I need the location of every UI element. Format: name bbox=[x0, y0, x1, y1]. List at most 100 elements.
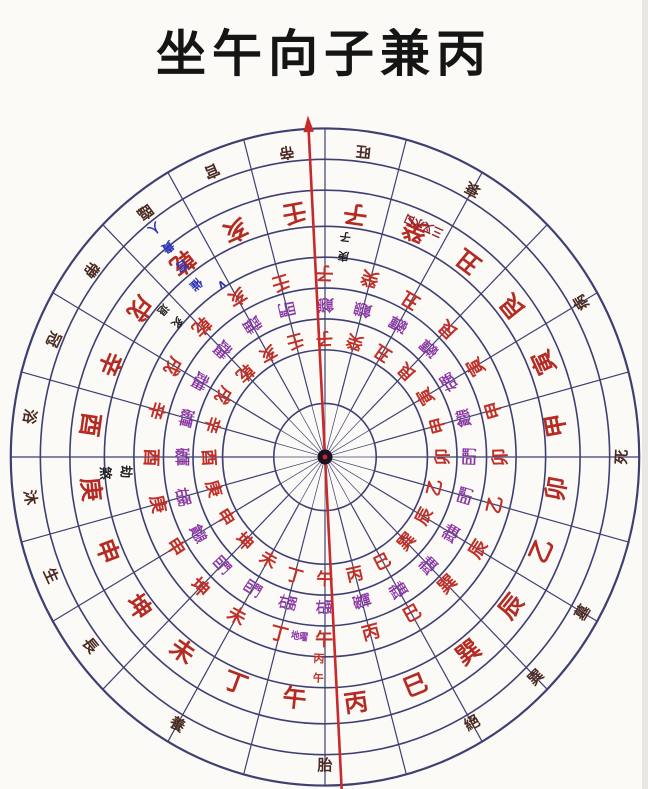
mountain-outer-label: 丙 bbox=[360, 620, 382, 644]
stage-label: 生 bbox=[40, 565, 63, 586]
mountain-outer-label: 癸 bbox=[357, 266, 382, 292]
star-label: 巨門 bbox=[276, 299, 297, 319]
sector-spoke bbox=[337, 508, 407, 775]
needle bbox=[307, 125, 343, 789]
sector-spoke bbox=[350, 503, 483, 742]
mountain-heaven-label: 卯 bbox=[542, 475, 573, 503]
mountain-inner-label: 丙 bbox=[344, 564, 365, 586]
star-label: 貪狼 bbox=[316, 296, 335, 314]
hub-spoke bbox=[275, 457, 323, 472]
mountain-outer-label: 寅 bbox=[462, 354, 489, 380]
star-label: 破軍 bbox=[386, 312, 410, 337]
sector-spoke bbox=[374, 470, 629, 543]
stage-label: 旺 bbox=[355, 142, 372, 160]
star-label: 巨門 bbox=[455, 485, 476, 507]
sector-spoke bbox=[52, 292, 281, 431]
hub-spoke bbox=[311, 405, 325, 455]
mountain-outer-label: 卯 bbox=[490, 448, 511, 467]
mountain-inner-label: 壬 bbox=[285, 329, 306, 352]
annotation-label: 午 bbox=[313, 671, 324, 685]
hub-spoke bbox=[311, 459, 325, 509]
hub-spoke bbox=[275, 442, 323, 457]
annotation-label: 丙 bbox=[313, 652, 325, 665]
hub-spoke bbox=[326, 418, 362, 456]
hub-spoke bbox=[327, 457, 375, 472]
sector-spoke bbox=[337, 139, 407, 406]
star-label: 貪狼 bbox=[453, 407, 475, 430]
mountain-inner-label: 丑 bbox=[370, 340, 395, 365]
hub-spoke bbox=[326, 459, 351, 504]
annotation-label: 庚 bbox=[337, 249, 350, 264]
star-label: 破軍 bbox=[173, 448, 191, 466]
annotation-label: 煞 bbox=[98, 465, 113, 480]
sector-spoke bbox=[243, 139, 313, 406]
mountain-heaven-label: 丑 bbox=[452, 243, 487, 278]
mountain-heaven-label: 子 bbox=[342, 198, 369, 227]
stage-label: 胎 bbox=[317, 756, 332, 774]
mountain-inner-label: 辛 bbox=[200, 414, 224, 436]
mountain-heaven-label: 坤 bbox=[120, 589, 156, 624]
star-label: 右弼 bbox=[436, 370, 462, 396]
stage-label: 絕 bbox=[461, 712, 483, 735]
star-label: 巨門 bbox=[240, 577, 264, 601]
stage-label: 帝 bbox=[278, 142, 295, 162]
star-label: 貪狼 bbox=[351, 299, 374, 321]
sector-spoke bbox=[360, 224, 548, 420]
hub-spoke bbox=[325, 405, 339, 455]
mountain-heaven-label: 庚 bbox=[76, 476, 106, 503]
mountain-heaven-label: 辰 bbox=[494, 590, 529, 625]
sector-spoke bbox=[102, 224, 290, 420]
hub-spoke bbox=[280, 429, 323, 456]
mountain-heaven-label: 戌 bbox=[121, 290, 157, 325]
page-title: 坐午向子兼丙 bbox=[156, 26, 492, 82]
stage-label: 官 bbox=[201, 160, 222, 182]
sector-spoke bbox=[52, 483, 281, 622]
mountain-outer-label: 午 bbox=[315, 628, 333, 649]
star-label: 巨門 bbox=[461, 448, 479, 467]
annotation-label: 人 bbox=[144, 219, 163, 239]
star-label: 破軍 bbox=[351, 590, 373, 613]
sector-spoke bbox=[350, 172, 483, 411]
mountain-heaven-label: 未 bbox=[164, 634, 199, 670]
sector-spoke bbox=[167, 503, 300, 742]
star-label: 武曲 bbox=[386, 578, 411, 603]
mountain-heaven-label: 辛 bbox=[92, 347, 127, 380]
mountain-inner-label: 癸 bbox=[343, 330, 367, 355]
hub-spoke bbox=[325, 459, 339, 509]
sector-spoke bbox=[360, 494, 548, 690]
mountain-outer-label: 申 bbox=[162, 534, 189, 561]
annotation-label: 子 bbox=[339, 229, 351, 243]
annotation-label: 地曜 bbox=[290, 629, 309, 644]
mountain-heaven-label: 甲 bbox=[542, 411, 572, 439]
star-label: 右弼 bbox=[315, 598, 335, 617]
star-label: 破軍 bbox=[176, 407, 198, 429]
stage-label: 沐 bbox=[20, 489, 41, 508]
star-label: 貪狼 bbox=[186, 521, 211, 547]
mountain-outer-label: 甲 bbox=[481, 399, 505, 422]
mountain-inner-label: 卯 bbox=[433, 448, 452, 465]
stage-label: 冠 bbox=[42, 329, 64, 350]
mountain-inner-label: 寅 bbox=[412, 384, 438, 409]
mountain-heaven-label: 巽 bbox=[452, 636, 487, 671]
mountain-outer-label: 酉 bbox=[141, 448, 162, 467]
needle-arrowhead bbox=[303, 115, 314, 133]
sector-spoke bbox=[369, 292, 598, 431]
hub-spoke bbox=[288, 418, 324, 456]
mountain-outer-label: 未 bbox=[224, 603, 250, 630]
mountain-heaven-label: 酉 bbox=[74, 411, 103, 438]
annotation-label: 退 bbox=[154, 301, 172, 319]
mountain-heaven-label: 丙 bbox=[342, 689, 369, 718]
hub-spoke bbox=[327, 458, 370, 485]
mountain-inner-label: 巳 bbox=[371, 550, 395, 575]
stage-label: 浴 bbox=[19, 407, 40, 426]
mountain-inner-label: 酉 bbox=[199, 449, 219, 467]
hub-spoke bbox=[299, 459, 324, 504]
annotation-label: 催 bbox=[187, 275, 206, 294]
hub-spoke bbox=[326, 458, 362, 496]
hub-spoke bbox=[327, 442, 375, 457]
sector-spoke bbox=[167, 172, 300, 411]
mountain-outer-label: 乙 bbox=[483, 494, 506, 516]
mountain-inner-label: 丁 bbox=[284, 564, 306, 587]
star-label: 武曲 bbox=[439, 521, 464, 546]
